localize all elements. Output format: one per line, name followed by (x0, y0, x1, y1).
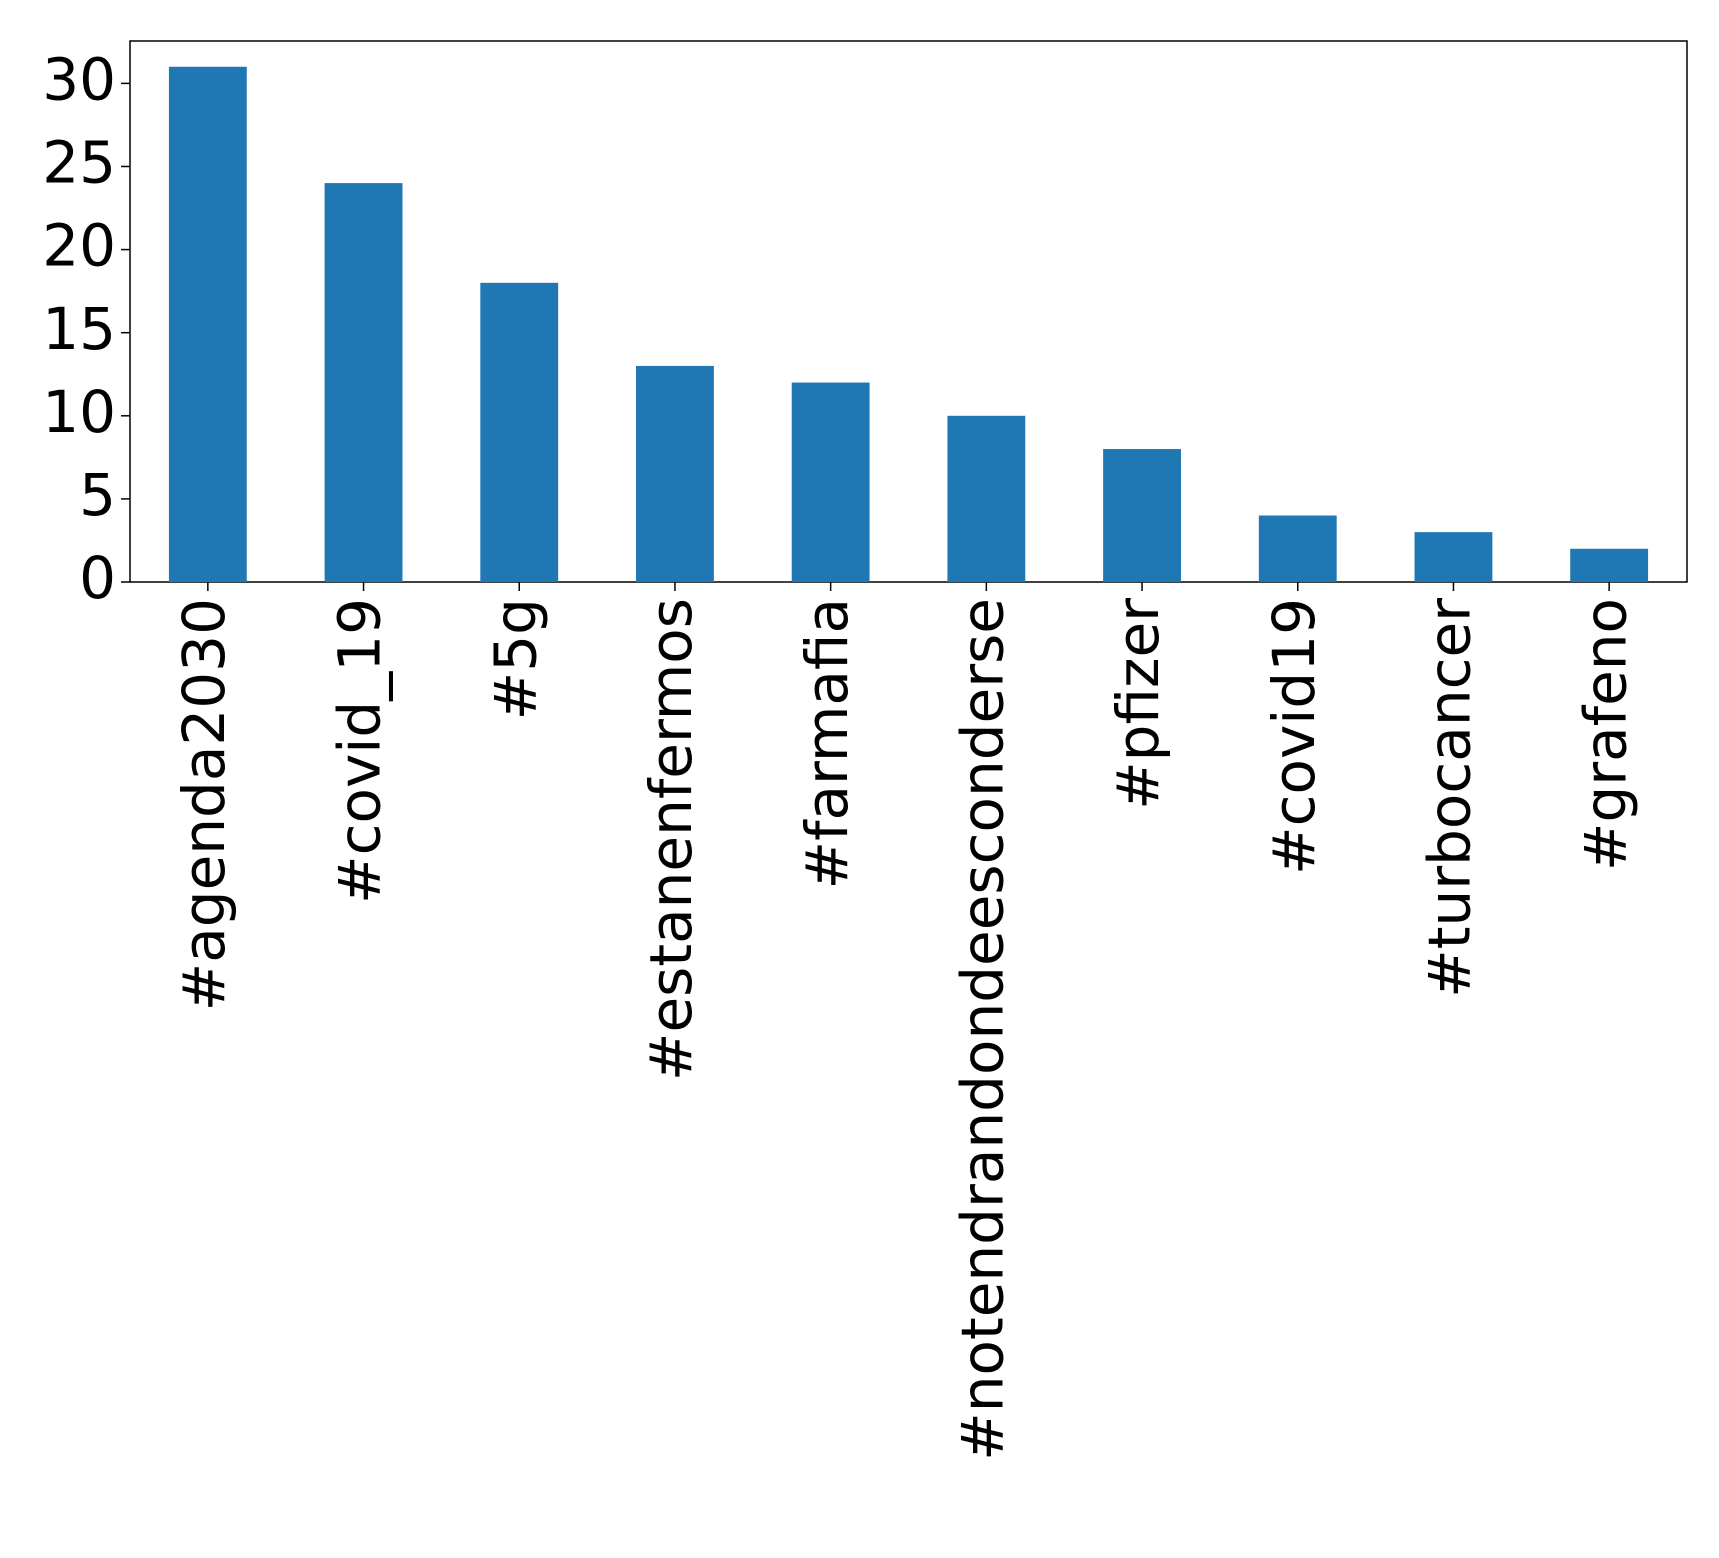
x-tick-label: #agenda2030 (170, 598, 238, 1011)
y-tick-label: 5 (79, 461, 116, 529)
bar (1570, 548, 1649, 582)
y-tick-label: 15 (42, 295, 116, 363)
bar (1414, 532, 1493, 582)
bar (1103, 449, 1181, 582)
y-tick-label: 10 (42, 378, 116, 446)
x-tick-label: #estanenfermos (637, 598, 705, 1081)
bar (791, 382, 870, 582)
x-tick-label: #turbocancer (1416, 598, 1484, 998)
y-tick-label: 30 (42, 45, 116, 113)
bar (1258, 515, 1337, 582)
x-tick-label: #covid19 (1260, 598, 1328, 875)
bar (480, 282, 559, 582)
bar (324, 183, 403, 582)
x-tick-label: #covid_19 (326, 598, 394, 904)
y-tick-label: 0 (79, 544, 116, 612)
x-tick-label: #farmafia (793, 598, 861, 890)
x-tick-label: #notendrandondeesconderse (948, 598, 1016, 1461)
x-tick-label: #grafeno (1571, 598, 1639, 871)
x-tick-label: #pfizer (1104, 598, 1172, 810)
bar (947, 415, 1026, 582)
bar (168, 66, 247, 582)
plot-frame (129, 40, 1688, 583)
x-tick-label: #5g (481, 598, 549, 720)
bar (636, 365, 714, 582)
y-tick-label: 20 (42, 212, 116, 280)
y-tick-label: 25 (42, 129, 116, 197)
